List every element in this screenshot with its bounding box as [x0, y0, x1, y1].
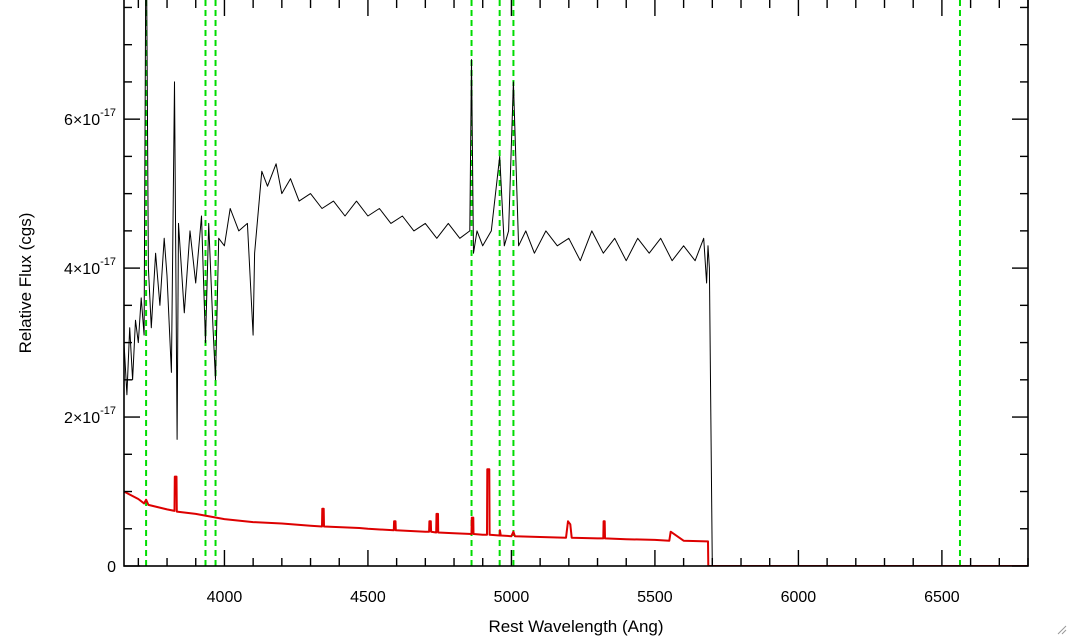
x-axis-title: Rest Wavelength (Ang)	[488, 617, 663, 636]
axis-ticks	[124, 0, 1029, 567]
spectrum-line-1	[124, 468, 1028, 566]
x-tick-label: 6000	[781, 589, 817, 606]
y-tick-label: 4×10-17	[64, 256, 116, 278]
y-tick-label: 2×10-17	[64, 405, 116, 427]
x-tick-label: 5000	[494, 589, 530, 606]
x-tick-labels: 4000 4500 5000 5500 6000 6500	[207, 589, 960, 606]
spectrum-series	[124, 0, 1028, 566]
x-tick-label: 4000	[207, 589, 243, 606]
x-tick-label: 6500	[924, 589, 960, 606]
y-tick-labels: 0 2×10-17 4×10-17 6×10-17	[64, 107, 116, 576]
y-tick-label: 0	[107, 559, 116, 576]
y-axis-title: Relative Flux (cgs)	[16, 213, 35, 354]
plot-frame	[123, 0, 1029, 567]
y-tick-label: 6×10-17	[64, 107, 116, 129]
x-tick-label: 5500	[637, 589, 673, 606]
spectrum-line-0	[124, 0, 1028, 566]
resize-grip-icon[interactable]	[1055, 623, 1067, 635]
x-tick-label: 4500	[350, 589, 386, 606]
emission-line-markers	[145, 0, 961, 566]
